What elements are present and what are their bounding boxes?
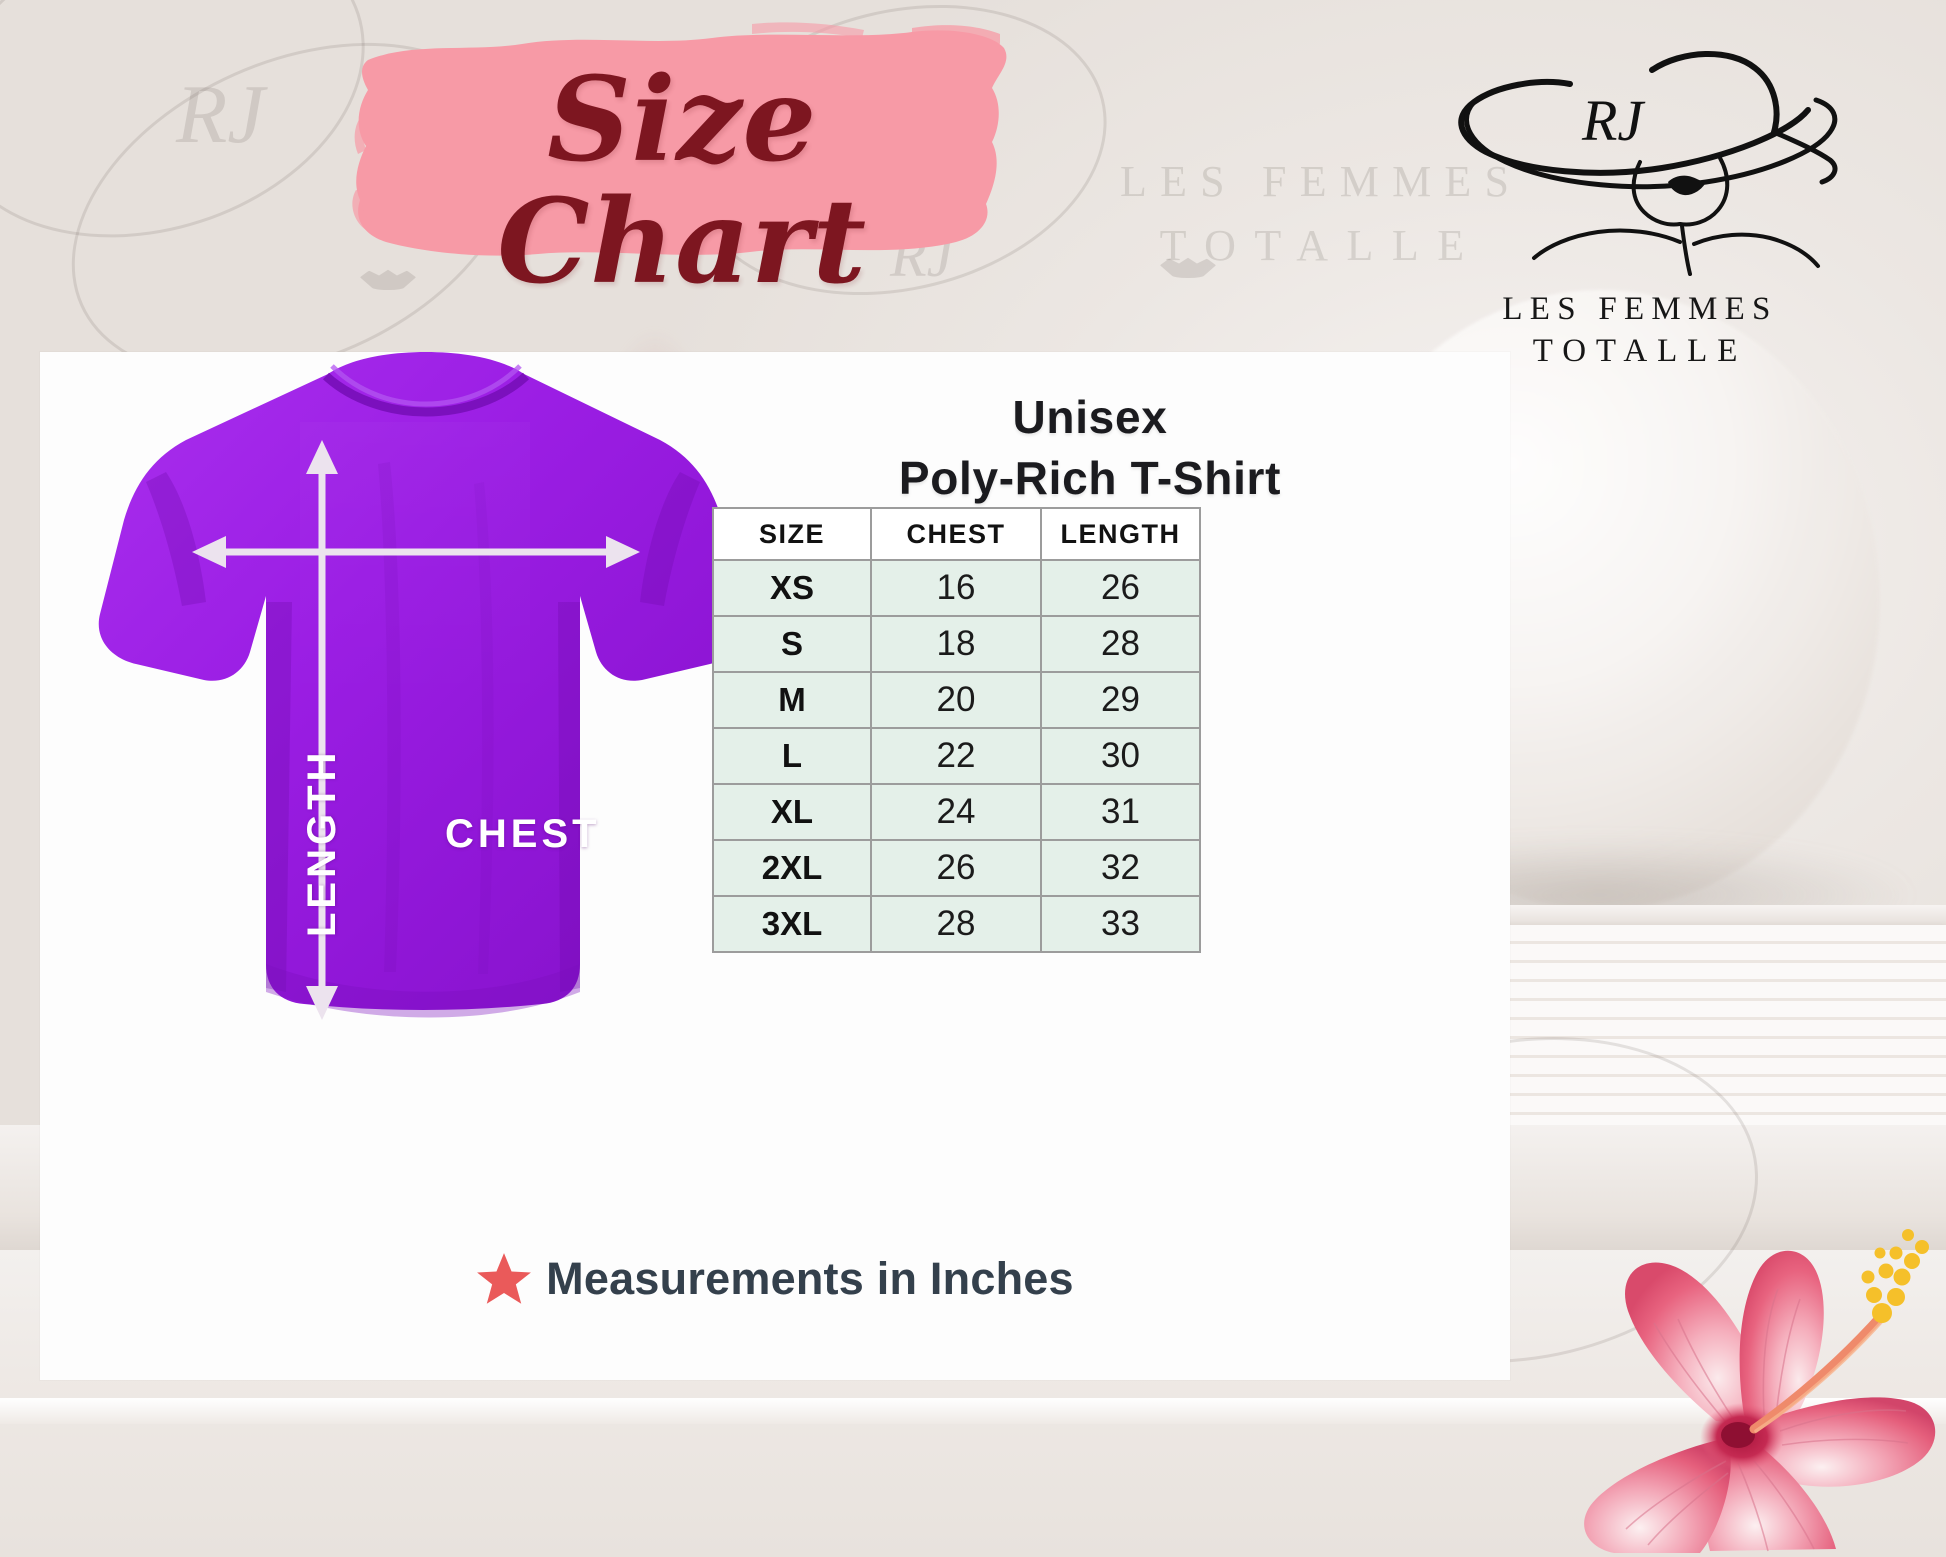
size-chart-card: CHEST LENGTH Unisex Poly-Rich T-Shirt SI… (40, 352, 1510, 1380)
table-row: XS 16 26 (712, 559, 1201, 617)
cell-chest: 22 (870, 727, 1042, 785)
brush-stroke-icon (352, 22, 1007, 256)
cell-chest: 18 (870, 615, 1042, 673)
brand-name-line1: LES FEMMES (1502, 291, 1778, 327)
cell-size: 2XL (712, 839, 872, 897)
column-header-length: LENGTH (1040, 507, 1201, 561)
table-row: 2XL 26 32 (712, 839, 1201, 897)
tshirt-graphic-icon (98, 352, 748, 1020)
cell-chest: 24 (870, 783, 1042, 841)
cell-size: L (712, 727, 872, 785)
tshirt-illustration: CHEST LENGTH (60, 352, 800, 1152)
product-heading: Unisex Poly-Rich T-Shirt (730, 387, 1450, 508)
table-row: XL 24 31 (712, 783, 1201, 841)
cell-chest: 28 (870, 895, 1042, 953)
measurement-note: Measurements in Inches (40, 1252, 1510, 1306)
hibiscus-flower-icon (1584, 1229, 1936, 1553)
table-row: S 18 28 (712, 615, 1201, 673)
cell-length: 28 (1040, 615, 1201, 673)
size-table: SIZE CHEST LENGTH XS 16 26 S 18 28 M (712, 507, 1201, 953)
cell-length: 31 (1040, 783, 1201, 841)
column-header-size: SIZE (712, 507, 872, 561)
table-header-row: SIZE CHEST LENGTH (712, 507, 1201, 561)
page-title: Size Chart (497, 52, 867, 310)
woman-in-hat-logo-icon: RJ (1458, 50, 1838, 276)
cell-size: S (712, 615, 872, 673)
chest-dimension-label: CHEST (445, 812, 601, 856)
brand-name: LES FEMMES TOTALLE (1430, 288, 1850, 372)
cell-length: 26 (1040, 559, 1201, 617)
product-heading-line2: Poly-Rich T-Shirt (898, 451, 1282, 504)
brand-logo: RJ LES FEMMES TOTALLE (1430, 36, 1850, 396)
product-heading-line1: Unisex (1012, 391, 1168, 443)
length-dimension-label: LENGTH (300, 748, 344, 937)
measurement-note-text: Measurements in Inches (546, 1253, 1074, 1304)
column-header-chest: CHEST (870, 507, 1042, 561)
brand-name-line2: TOTALLE (1532, 333, 1748, 370)
cell-chest: 20 (870, 671, 1042, 729)
table-row: L 22 30 (712, 727, 1201, 785)
table-row: M 20 29 (712, 671, 1201, 729)
cell-length: 29 (1040, 671, 1201, 729)
logo-monogram-text: RJ (1581, 88, 1646, 153)
star-icon (477, 1253, 532, 1304)
cell-size: M (712, 671, 872, 729)
cell-chest: 26 (870, 839, 1042, 897)
cell-size: XS (712, 559, 872, 617)
table-row: 3XL 28 33 (712, 895, 1201, 953)
cell-length: 33 (1040, 895, 1201, 953)
background-ledge (0, 1398, 1946, 1424)
title-brush-banner (352, 22, 1012, 262)
cell-size: 3XL (712, 895, 872, 953)
cell-size: XL (712, 783, 872, 841)
cell-length: 30 (1040, 727, 1201, 785)
cell-length: 32 (1040, 839, 1201, 897)
cell-chest: 16 (870, 559, 1042, 617)
